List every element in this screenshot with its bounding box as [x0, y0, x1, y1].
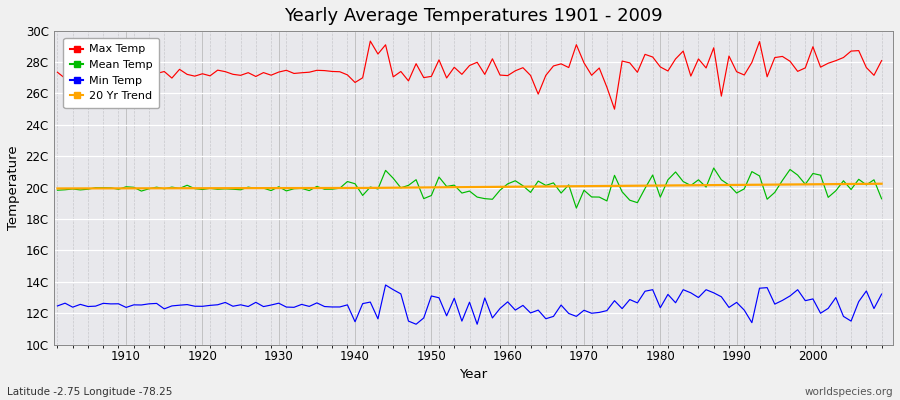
Legend: Max Temp, Mean Temp, Min Temp, 20 Yr Trend: Max Temp, Mean Temp, Min Temp, 20 Yr Tre… — [63, 38, 159, 108]
Text: worldspecies.org: worldspecies.org — [805, 387, 893, 397]
X-axis label: Year: Year — [459, 368, 488, 381]
Text: Latitude -2.75 Longitude -78.25: Latitude -2.75 Longitude -78.25 — [7, 387, 173, 397]
Y-axis label: Temperature: Temperature — [7, 145, 20, 230]
Title: Yearly Average Temperatures 1901 - 2009: Yearly Average Temperatures 1901 - 2009 — [284, 7, 662, 25]
